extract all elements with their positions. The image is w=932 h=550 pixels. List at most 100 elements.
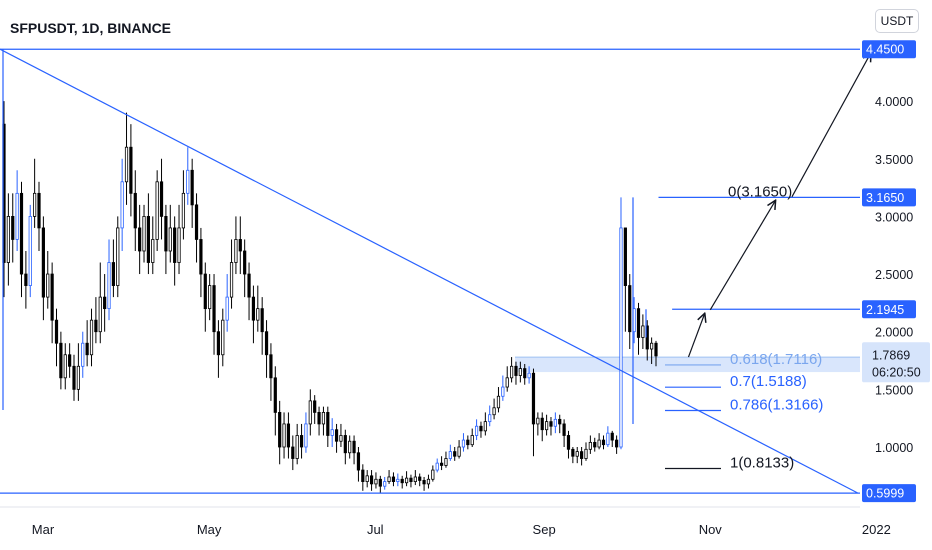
candle-body bbox=[431, 469, 435, 480]
candle-body bbox=[33, 192, 37, 217]
candle-body bbox=[308, 400, 312, 425]
candle-body bbox=[566, 435, 571, 450]
candle-body bbox=[216, 331, 221, 356]
candle-body bbox=[466, 439, 470, 446]
candle-body bbox=[409, 477, 413, 482]
candle-body bbox=[518, 368, 522, 376]
drawing-lines[interactable] bbox=[0, 48, 860, 494]
candle-body bbox=[181, 192, 186, 229]
candle-body bbox=[98, 296, 102, 333]
candle-body bbox=[299, 435, 304, 448]
candle-body bbox=[391, 476, 396, 482]
candle-body bbox=[6, 215, 10, 263]
candle-body bbox=[142, 215, 146, 252]
x-tick-label: 2022 bbox=[862, 522, 891, 537]
price-badge bbox=[862, 300, 916, 319]
candle-body bbox=[76, 365, 80, 390]
candle-body bbox=[229, 262, 234, 298]
price-axis[interactable]: 1.0000 1.5000 2.0000 2.5000 3.0000 3.5000 4.00… bbox=[862, 40, 930, 503]
candle-body bbox=[256, 308, 260, 321]
projection-arrows[interactable] bbox=[687, 53, 870, 358]
y-tick-label: 2.5000 bbox=[875, 268, 913, 282]
fib-label: 0(3.1650) bbox=[728, 183, 792, 200]
candle-body bbox=[54, 319, 59, 344]
candle-body bbox=[457, 446, 461, 457]
candle-body bbox=[343, 435, 347, 454]
candle-body bbox=[396, 478, 400, 482]
candle-body bbox=[483, 421, 487, 432]
candle-body bbox=[234, 239, 238, 263]
price-badge-label: 0.5999 bbox=[866, 487, 904, 501]
candle-body bbox=[243, 250, 247, 275]
candle-body bbox=[11, 215, 15, 240]
current-price-label: 1.7869 bbox=[872, 348, 910, 362]
candle-body bbox=[50, 273, 54, 321]
candle-body bbox=[597, 439, 601, 448]
x-tick-label: Nov bbox=[699, 522, 723, 537]
candle-body bbox=[194, 204, 199, 240]
candle-body bbox=[536, 417, 540, 425]
candle-body bbox=[593, 441, 597, 448]
candle-body bbox=[470, 435, 474, 446]
candle-body bbox=[383, 481, 387, 487]
candle-body bbox=[173, 227, 177, 263]
candle-body bbox=[439, 462, 444, 466]
candle-body bbox=[286, 423, 291, 448]
candle-body bbox=[225, 296, 229, 321]
candle-body bbox=[496, 395, 501, 409]
candle-body bbox=[208, 285, 212, 310]
projection-arrow bbox=[687, 313, 704, 358]
candle-body bbox=[264, 331, 269, 356]
candle-body bbox=[580, 451, 584, 459]
candle-body bbox=[41, 227, 45, 298]
candle-body bbox=[321, 412, 326, 425]
candle-body bbox=[251, 296, 256, 321]
candle-body bbox=[531, 372, 536, 425]
candle-body bbox=[369, 475, 374, 485]
candle-body bbox=[59, 342, 63, 379]
candle-body bbox=[94, 319, 98, 333]
candle-body bbox=[422, 480, 426, 485]
candle-body bbox=[509, 365, 514, 379]
time-axis[interactable]: Mar May Jul Sep Nov 2022 bbox=[32, 522, 891, 537]
candle-body bbox=[68, 354, 72, 367]
y-tick-label: 1.5000 bbox=[875, 383, 913, 397]
candle-body bbox=[426, 478, 431, 485]
fib-label: 1(0.8133) bbox=[730, 455, 794, 472]
candle-body bbox=[461, 439, 466, 448]
fib-levels[interactable]: 0(3.1650) 0.618(1.7116) 0.7(1.5188) 0.786(1… bbox=[665, 183, 823, 472]
candle-body bbox=[558, 418, 562, 425]
candle-body bbox=[133, 192, 137, 229]
candle-body bbox=[155, 181, 159, 240]
candle-body bbox=[641, 325, 645, 338]
candle-body bbox=[107, 262, 111, 310]
candle-body bbox=[365, 475, 369, 482]
y-tick-label: 3.5000 bbox=[875, 153, 913, 167]
candle-body bbox=[103, 296, 107, 310]
candle-body bbox=[352, 440, 356, 454]
candle-body bbox=[619, 227, 623, 448]
candle-body bbox=[330, 429, 334, 436]
candle-body bbox=[116, 227, 120, 286]
current-price-badge bbox=[862, 342, 930, 383]
candle-body bbox=[295, 435, 299, 459]
candle-body bbox=[221, 319, 225, 356]
candle-body bbox=[164, 215, 168, 252]
candle-body bbox=[615, 439, 619, 448]
candle-body bbox=[374, 478, 378, 485]
y-tick-label: 3.0000 bbox=[875, 210, 913, 224]
price-badge-label: 2.1945 bbox=[866, 303, 904, 317]
candle-body bbox=[444, 458, 448, 466]
x-tick-label: Sep bbox=[533, 522, 556, 537]
candle-body bbox=[146, 215, 151, 263]
candle-body bbox=[151, 239, 155, 263]
bar-countdown-label: 06:20:50 bbox=[872, 365, 921, 379]
candle-body bbox=[400, 478, 404, 484]
y-tick-label: 4.0000 bbox=[875, 95, 913, 109]
candle-body bbox=[190, 169, 194, 206]
candle-body bbox=[120, 181, 124, 229]
candle-body bbox=[317, 412, 321, 425]
candle-body bbox=[448, 451, 452, 459]
currency-button[interactable]: USDT bbox=[875, 9, 919, 33]
